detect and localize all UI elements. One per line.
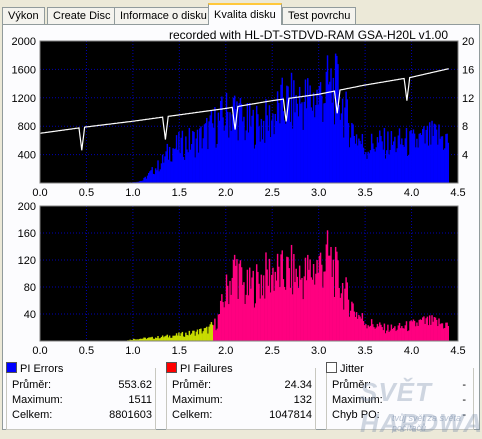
stat-label: Celkem: xyxy=(12,409,52,421)
pi-failures-swatch xyxy=(166,362,177,373)
tab-create-disc[interactable]: Create Disc xyxy=(47,7,116,24)
tab-test-povrchu[interactable]: Test povrchu xyxy=(282,7,356,24)
y-tick-label: 160 xyxy=(18,228,36,240)
tab-label: Test povrchu xyxy=(288,10,350,22)
y-tick-label: 120 xyxy=(18,255,36,267)
y-tick-label: 800 xyxy=(18,121,36,133)
pi-errors-stats: PI Errors Průměr: 553.62 Maximum: 1511 Cel… xyxy=(6,362,156,430)
tab-label: Kvalita disku xyxy=(214,9,276,21)
y-tick-label: 1200 xyxy=(12,93,36,105)
stat-row: Maximum: 132 xyxy=(172,394,312,408)
watermark-tagline: tvůj svět za světa počítačů xyxy=(392,413,482,433)
y2-tick-label: 16 xyxy=(462,64,474,76)
y-tick-label: 2000 xyxy=(12,36,36,48)
pi-failures-stats: PI Failures Průměr: 24.34 Maximum: 132 Cel… xyxy=(166,362,316,430)
y2-tick-label: 20 xyxy=(462,36,474,48)
y-tick-label: 40 xyxy=(24,309,36,321)
stat-value: 8801603 xyxy=(109,409,152,421)
jitter-title: Jitter xyxy=(326,362,364,375)
stat-value: 24.34 xyxy=(284,379,312,391)
stat-label: Průměr: xyxy=(12,379,51,391)
tab-bar: Výkon Create Disc Informace o disku Kval… xyxy=(0,0,482,26)
stat-label: Celkem: xyxy=(172,409,212,421)
x-tick-label: 4.0 xyxy=(404,345,419,357)
stat-row: Průměr: 24.34 xyxy=(172,379,312,393)
x-tick-label: 3.0 xyxy=(311,345,326,357)
y-tick-label: 400 xyxy=(18,150,36,162)
x-tick-label: 1.5 xyxy=(172,345,187,357)
y-tick-label: 80 xyxy=(24,282,36,294)
pi-errors-swatch xyxy=(6,362,17,373)
x-tick-label: 0.5 xyxy=(79,345,94,357)
stat-row: Maximum: 1511 xyxy=(12,394,152,408)
tab-label: Create Disc xyxy=(53,10,110,22)
data-bar xyxy=(448,143,449,183)
y2-tick-label: 8 xyxy=(462,121,468,133)
stat-label: Průměr: xyxy=(172,379,211,391)
y2-tick-label: 4 xyxy=(462,150,468,162)
x-tick-label: 1.0 xyxy=(125,345,140,357)
pi-failures-title: PI Failures xyxy=(166,362,233,375)
tab-vykon[interactable]: Výkon xyxy=(2,7,45,24)
tab-label: Informace o disku xyxy=(120,10,207,22)
stat-label: Maximum: xyxy=(12,394,63,406)
x-tick-label: 3.5 xyxy=(357,345,372,357)
y-tick-label: 200 xyxy=(18,201,36,213)
x-tick-label: 0.0 xyxy=(32,345,47,357)
jitter-title-text: Jitter xyxy=(340,363,364,375)
tab-kvalita-disku[interactable]: Kvalita disku xyxy=(208,3,282,25)
tab-informace-o-disku[interactable]: Informace o disku xyxy=(114,7,213,24)
pi-failures-chart: 0.0 0.5 1.0 1.5 2.0 2.5 3.0 3.5 4.0 4.5 200 160 120 8… xyxy=(0,198,482,358)
stat-value: 553.62 xyxy=(118,379,152,391)
pi-failures-title-text: PI Failures xyxy=(180,363,233,375)
data-bar xyxy=(448,326,449,341)
stat-label: Maximum: xyxy=(172,394,223,406)
pi-errors-title-text: PI Errors xyxy=(20,363,63,375)
y-tick-label: 1600 xyxy=(12,64,36,76)
stat-value: 1511 xyxy=(128,394,152,406)
stat-row: Průměr: 553.62 xyxy=(12,379,152,393)
stat-row: Celkem: 1047814 xyxy=(172,409,312,423)
jitter-swatch xyxy=(326,362,337,373)
x-tick-label: 2.0 xyxy=(218,345,233,357)
pi-errors-title: PI Errors xyxy=(6,362,63,375)
x-tick-label: 4.5 xyxy=(450,345,465,357)
y2-tick-label: 12 xyxy=(462,93,474,105)
tab-label: Výkon xyxy=(8,10,39,22)
stat-value: 132 xyxy=(294,394,312,406)
x-tick-label: 2.5 xyxy=(265,345,280,357)
stat-row: Celkem: 8801603 xyxy=(12,409,152,423)
stat-value: 1047814 xyxy=(269,409,312,421)
